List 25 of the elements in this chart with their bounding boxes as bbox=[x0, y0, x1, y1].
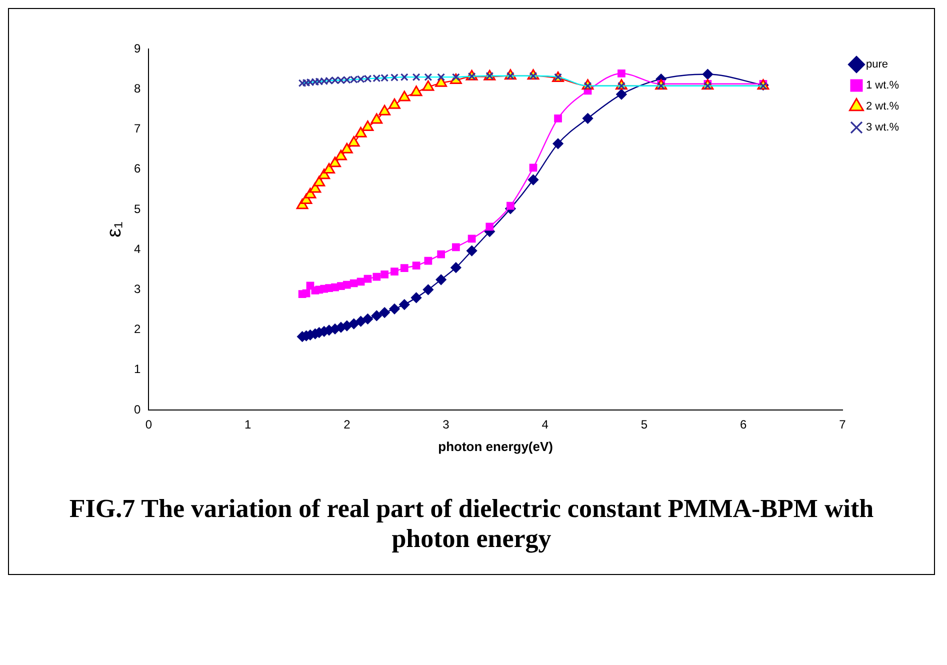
x-tick-label: 1 bbox=[244, 418, 252, 432]
x-tick-label: 7 bbox=[839, 418, 846, 432]
y-tick-label: 3 bbox=[134, 282, 141, 296]
y-tick-label: 6 bbox=[134, 162, 141, 176]
y-tick-label: 9 bbox=[134, 41, 141, 56]
y-tick-label: 8 bbox=[134, 81, 141, 96]
y-tick-label: 4 bbox=[134, 242, 141, 256]
legend-label: 2 wt.% bbox=[866, 100, 900, 113]
x-tick-label: 0 bbox=[145, 418, 152, 432]
y-tick-label: 1 bbox=[134, 362, 141, 376]
y-tick-label: 5 bbox=[134, 202, 141, 216]
text: FIG.7 The variation of real part of dielectric constant PMMA-BPM with photon energy bbox=[68, 493, 875, 555]
x-tick-label: 2 bbox=[344, 418, 351, 432]
x-tick-label: 6 bbox=[740, 418, 748, 432]
legend-label: 1 wt.% bbox=[866, 80, 900, 92]
y-tick-label: 2 bbox=[134, 322, 141, 336]
y-tick-label: 0 bbox=[134, 402, 141, 416]
legend-label: pure bbox=[866, 58, 888, 71]
legend-label: 3 wt.% bbox=[866, 122, 900, 134]
x-tick-label: 4 bbox=[542, 418, 549, 432]
y-axis-title: ε₁ bbox=[104, 221, 126, 238]
x-axis-title: photon energy(eV) bbox=[438, 438, 554, 454]
x-tick-label: 5 bbox=[640, 418, 648, 432]
y-tick-label: 7 bbox=[134, 122, 141, 136]
x-tick-label: 3 bbox=[442, 418, 450, 432]
